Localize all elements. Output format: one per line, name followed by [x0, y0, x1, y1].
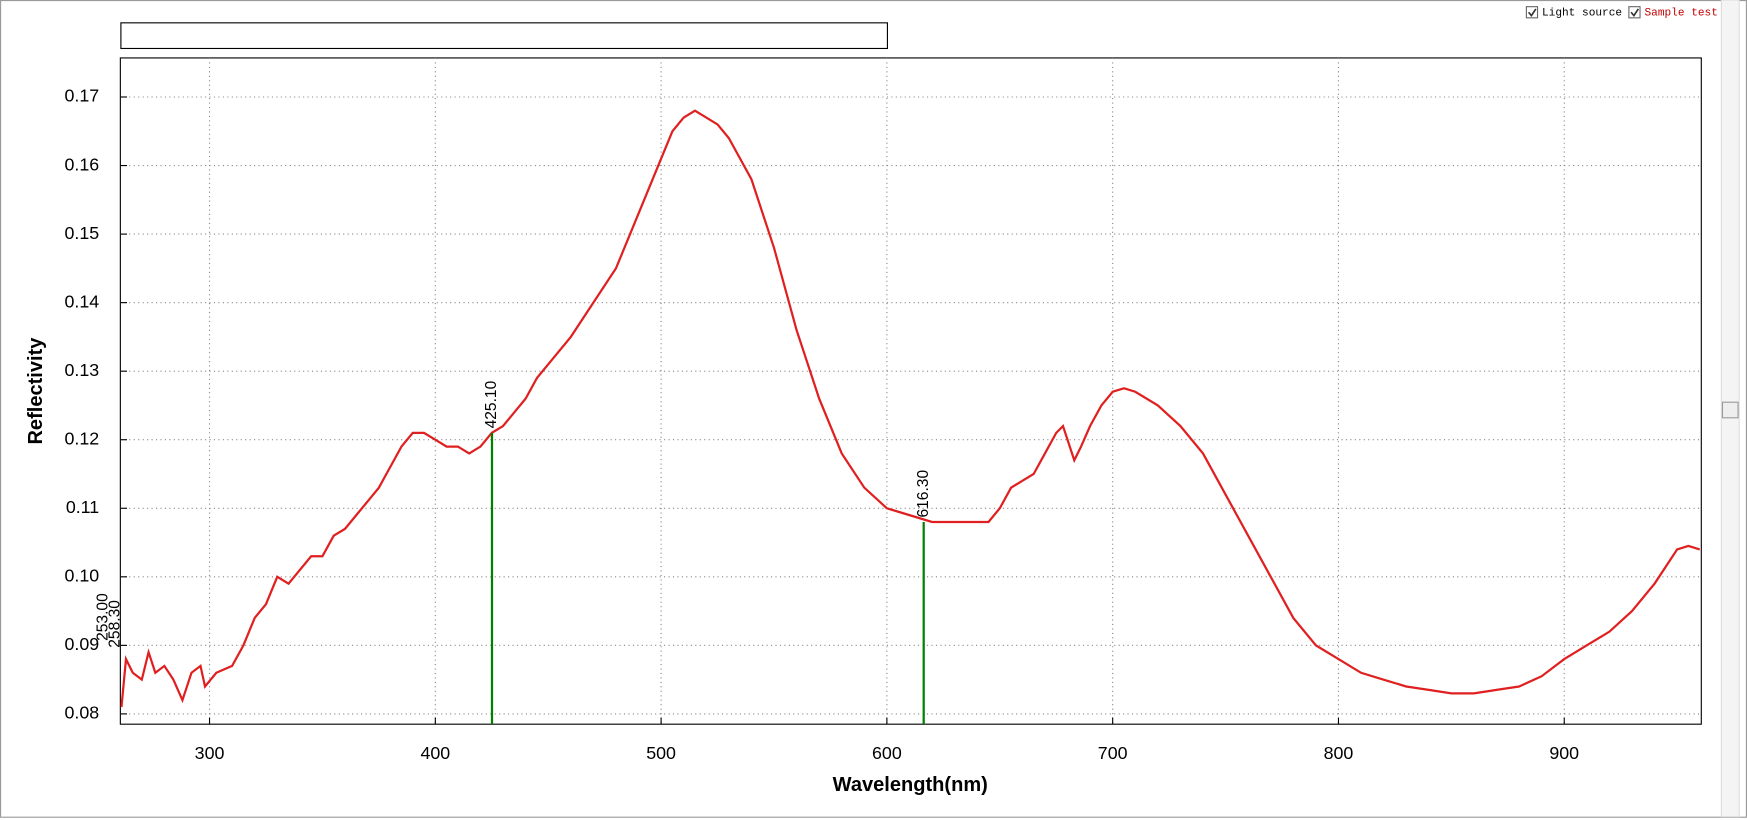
x-tick-label: 300	[195, 743, 225, 763]
x-tick-label: 700	[1098, 743, 1128, 763]
checkbox[interactable]	[1525, 6, 1539, 19]
check-mark	[1630, 8, 1640, 17]
y-tick-label: 0.11	[66, 497, 99, 517]
y-tick-label: 0.09	[65, 634, 100, 654]
legend	[120, 22, 888, 50]
y-axis-title: Reflectivity	[25, 337, 47, 445]
plot-area	[119, 57, 1702, 725]
x-tick-label: 400	[420, 743, 450, 763]
marker-label: 253.00	[95, 593, 112, 641]
marker-label: 425.10	[483, 380, 500, 428]
x-tick-label: 800	[1324, 743, 1354, 763]
x-tick-label: 500	[646, 743, 676, 763]
x-axis-title: Wavelength(nm)	[833, 774, 988, 796]
checkbox[interactable]	[1628, 6, 1641, 19]
y-tick-label: 0.12	[65, 428, 100, 448]
y-tick-label: 0.14	[65, 291, 100, 311]
y-tick-label: 0.16	[65, 154, 100, 174]
data-line	[120, 109, 1701, 708]
x-tick-label: 900	[1549, 743, 1579, 763]
y-tick-label: 0.15	[65, 223, 100, 243]
scroll-thumb[interactable]	[1721, 401, 1739, 419]
check-mark	[1527, 8, 1537, 17]
checkbox-label[interactable]: Light source	[1542, 8, 1622, 20]
marker-label: 258.30	[107, 600, 124, 648]
y-tick-label: 0.08	[65, 703, 100, 723]
y-tick-label: 0.17	[65, 86, 100, 106]
marker-label: 616.30	[915, 470, 932, 518]
y-tick-label: 0.10	[65, 566, 100, 586]
x-tick-label: 600	[872, 743, 902, 763]
checkbox-label[interactable]: Sample test	[1644, 8, 1717, 20]
y-tick-label: 0.13	[65, 360, 100, 380]
